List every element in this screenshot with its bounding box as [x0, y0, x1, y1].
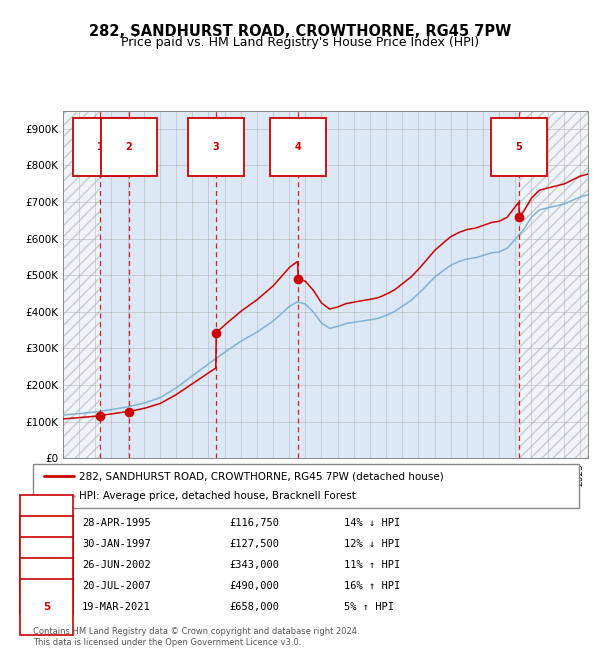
Text: £658,000: £658,000 — [230, 602, 280, 612]
Text: 2: 2 — [43, 539, 50, 549]
Text: 1: 1 — [97, 142, 104, 152]
Text: 282, SANDHURST ROAD, CROWTHORNE, RG45 7PW: 282, SANDHURST ROAD, CROWTHORNE, RG45 7P… — [89, 24, 511, 39]
Text: 26-JUN-2002: 26-JUN-2002 — [82, 560, 151, 570]
Text: 1: 1 — [43, 518, 50, 528]
Text: 5: 5 — [43, 602, 50, 612]
Text: 28-APR-1995: 28-APR-1995 — [82, 518, 151, 528]
Text: 14% ↓ HPI: 14% ↓ HPI — [344, 518, 400, 528]
Text: 4: 4 — [295, 142, 301, 152]
Text: 12% ↓ HPI: 12% ↓ HPI — [344, 539, 400, 549]
Text: Price paid vs. HM Land Registry's House Price Index (HPI): Price paid vs. HM Land Registry's House … — [121, 36, 479, 49]
Text: Contains HM Land Registry data © Crown copyright and database right 2024.
This d: Contains HM Land Registry data © Crown c… — [33, 627, 359, 647]
Text: 16% ↑ HPI: 16% ↑ HPI — [344, 581, 400, 591]
Text: £116,750: £116,750 — [230, 518, 280, 528]
Text: 11% ↑ HPI: 11% ↑ HPI — [344, 560, 400, 570]
Bar — [63, 111, 100, 458]
Text: 3: 3 — [43, 560, 50, 570]
Text: 4: 4 — [43, 581, 50, 591]
FancyBboxPatch shape — [33, 464, 579, 508]
Text: 19-MAR-2021: 19-MAR-2021 — [82, 602, 151, 612]
Text: £127,500: £127,500 — [230, 539, 280, 549]
Text: £343,000: £343,000 — [230, 560, 280, 570]
Text: 5% ↑ HPI: 5% ↑ HPI — [344, 602, 394, 612]
Text: 20-JUL-2007: 20-JUL-2007 — [82, 581, 151, 591]
Text: 3: 3 — [213, 142, 220, 152]
Text: HPI: Average price, detached house, Bracknell Forest: HPI: Average price, detached house, Brac… — [79, 491, 356, 501]
Bar — [519, 111, 588, 458]
Text: 2: 2 — [125, 142, 132, 152]
Text: £490,000: £490,000 — [230, 581, 280, 591]
Text: 5: 5 — [515, 142, 522, 152]
Text: 30-JAN-1997: 30-JAN-1997 — [82, 539, 151, 549]
Text: 282, SANDHURST ROAD, CROWTHORNE, RG45 7PW (detached house): 282, SANDHURST ROAD, CROWTHORNE, RG45 7P… — [79, 471, 444, 481]
